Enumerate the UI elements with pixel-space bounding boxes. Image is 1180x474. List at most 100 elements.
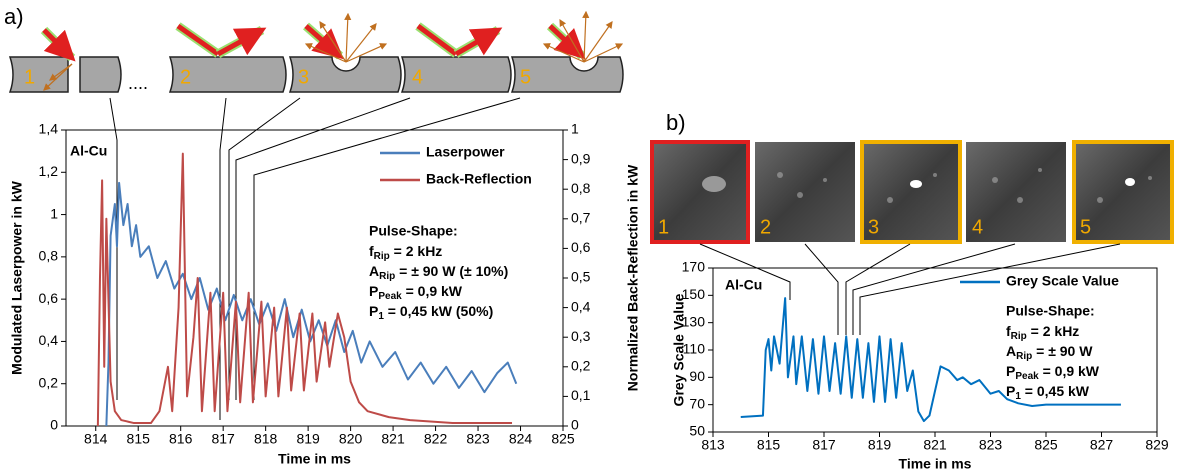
- symbol: P: [1006, 383, 1015, 399]
- chart-label: Al-Cu: [725, 277, 762, 293]
- image-number: 2: [760, 216, 771, 238]
- y-tick-label: 90: [689, 368, 705, 384]
- pulse-shape-line: ARip = ± 90 W (± 10%): [369, 263, 508, 282]
- schematic-number: 4: [412, 66, 423, 88]
- pulse-shape-title: Pulse-Shape:: [369, 223, 458, 239]
- x-tick-label: 815: [757, 437, 781, 453]
- x-tick-label: 825: [1034, 437, 1058, 453]
- pulse-shape-line: fRip = 2 kHz: [1006, 323, 1079, 342]
- symbol: P: [369, 303, 378, 319]
- y2-tick-label: 0,7: [571, 210, 591, 226]
- y2-tick-label: 0: [571, 417, 579, 433]
- y-tick-label: 0,4: [39, 332, 59, 348]
- x-tick-label: 817: [211, 431, 235, 447]
- x-tick-label: 814: [84, 431, 108, 447]
- y2-tick-label: 1: [571, 121, 579, 137]
- pulse-shape-line: P1 = 0,45 kW: [1006, 383, 1090, 402]
- x-axis-title: Time in ms: [278, 451, 351, 467]
- connector-lines: [700, 244, 1120, 335]
- y-axis-title: Grey Scale Value: [671, 293, 687, 406]
- figure: a) b) 1 .... 2 3 4 5: [0, 0, 1180, 474]
- ellipsis: ....: [128, 73, 148, 93]
- chart-label: Al-Cu: [70, 143, 107, 159]
- image-number: 3: [868, 216, 879, 238]
- y-tick-label: 1: [50, 205, 58, 221]
- y2-tick-label: 0,4: [571, 298, 591, 314]
- x-axis-title: Time in ms: [899, 456, 972, 472]
- y-tick-label: 170: [682, 259, 706, 275]
- pulse-shape-line: ARip = ± 90 W: [1006, 343, 1093, 362]
- parameter-value: = 2 kHz: [390, 243, 443, 259]
- legend-label: Laserpower: [426, 144, 505, 160]
- schematic-number: 5: [520, 66, 531, 88]
- y2-axis-title: Normalized Back-Reflection in kW: [625, 164, 641, 391]
- x-tick-label: 822: [424, 431, 448, 447]
- pulse-shape-line: fRip = 2 kHz: [369, 243, 442, 262]
- pulse-shape-title: Pulse-Shape:: [1006, 303, 1095, 319]
- x-tick-label: 815: [127, 431, 151, 447]
- x-tick-label: 823: [979, 437, 1003, 453]
- schematic-number: 1: [24, 66, 35, 88]
- x-tick-label: 813: [701, 437, 725, 453]
- subscript: Peak: [378, 291, 402, 302]
- panel-label: b): [666, 110, 686, 135]
- pulse-shape-line: PPeak = 0,9 kW: [1006, 363, 1100, 382]
- camera-images: [652, 142, 1172, 242]
- parameter-value: = 0,9 kW: [402, 283, 463, 299]
- x-tick-label: 816: [169, 431, 193, 447]
- x-tick-label: 818: [254, 431, 278, 447]
- y2-tick-label: 0,9: [571, 150, 591, 166]
- x-tick-label: 817: [812, 437, 836, 453]
- pulse-shape-line: PPeak = 0,9 kW: [369, 283, 463, 302]
- subscript: Rip: [379, 271, 395, 282]
- pulse-shape-line: P1 = 0,45 kW (50%): [369, 303, 493, 322]
- subscript: Rip: [1011, 331, 1027, 342]
- y-tick-label: 70: [689, 395, 705, 411]
- y-tick-label: 0,6: [39, 290, 59, 306]
- y2-tick-label: 0,2: [571, 358, 591, 374]
- y-tick-label: 1,4: [39, 121, 59, 137]
- schematic-number: 2: [180, 66, 191, 88]
- y-tick-label: 0,2: [39, 374, 59, 390]
- subscript: Rip: [1016, 351, 1032, 362]
- x-tick-label: 820: [339, 431, 363, 447]
- symbol: P: [369, 283, 378, 299]
- y2-tick-label: 0,5: [571, 269, 591, 285]
- parameter-value: = 0,9 kW: [1039, 363, 1100, 379]
- symbol: A: [1006, 343, 1016, 359]
- legend-label: Grey Scale Value: [1006, 273, 1119, 289]
- symbol: A: [369, 263, 379, 279]
- y-tick-label: 1,2: [39, 163, 59, 179]
- legend-label: Back-Reflection: [426, 171, 532, 187]
- x-tick-label: 821: [923, 437, 947, 453]
- x-tick-label: 819: [296, 431, 320, 447]
- y2-tick-label: 0,6: [571, 239, 591, 255]
- y2-tick-label: 0,8: [571, 180, 591, 196]
- panel-label: a): [4, 4, 24, 29]
- x-tick-label: 821: [381, 431, 405, 447]
- image-number: 4: [972, 216, 983, 238]
- y-tick-label: 0,8: [39, 248, 59, 264]
- x-tick-label: 823: [466, 431, 490, 447]
- y2-tick-label: 0,3: [571, 328, 591, 344]
- image-number: 5: [1080, 216, 1091, 238]
- schematic-number: 3: [298, 66, 309, 88]
- parameter-value: = ± 90 W: [1032, 343, 1093, 359]
- y2-tick-label: 0,1: [571, 387, 591, 403]
- subscript: Peak: [1015, 371, 1039, 382]
- y-tick-label: 0: [50, 417, 58, 433]
- y-tick-label: 50: [689, 423, 705, 439]
- parameter-value: = 0,45 kW (50%): [384, 303, 493, 319]
- x-tick-label: 829: [1145, 437, 1169, 453]
- subscript: Rip: [374, 251, 390, 262]
- y-axis-title: Modulated Laserpower in kW: [9, 180, 25, 374]
- x-tick-label: 827: [1090, 437, 1114, 453]
- x-tick-label: 824: [509, 431, 533, 447]
- parameter-value: = 2 kHz: [1027, 323, 1080, 339]
- parameter-value: = ± 90 W (± 10%): [395, 263, 508, 279]
- x-tick-label: 825: [551, 431, 575, 447]
- image-number: 1: [658, 216, 669, 238]
- x-tick-label: 819: [868, 437, 892, 453]
- parameter-value: = 0,45 kW: [1021, 383, 1090, 399]
- symbol: P: [1006, 363, 1015, 379]
